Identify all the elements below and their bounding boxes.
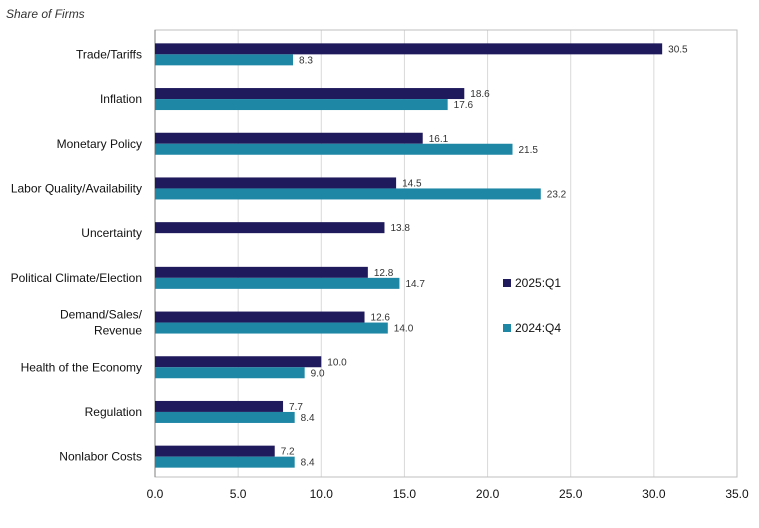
x-tick-label: 0.0 — [147, 487, 164, 501]
data-label: 9.0 — [311, 368, 325, 379]
bar — [155, 400, 284, 412]
legend: 2025:Q1 2024:Q4 — [503, 276, 561, 335]
data-label: 12.8 — [374, 268, 394, 279]
category-label: Revenue — [94, 324, 142, 338]
data-label: 10.0 — [327, 357, 347, 368]
data-labels: 30.5 8.3 18.617.6 16.1 21.5 14.5 23.2 13.8 12.8 1… — [281, 44, 688, 468]
legend-swatch — [503, 324, 511, 332]
data-label: 7.7 — [289, 402, 303, 413]
bar — [155, 456, 295, 468]
x-tick-label: 30.0 — [642, 487, 666, 501]
bar — [155, 177, 397, 189]
bar — [155, 411, 295, 423]
bar — [155, 143, 513, 155]
x-tick-label: 20.0 — [476, 487, 500, 501]
category-label: Labor Quality/Availability — [11, 181, 142, 195]
category-label: Demand/Sales/ — [60, 308, 143, 322]
data-label: 16.1 — [429, 134, 449, 145]
bar — [155, 277, 400, 289]
category-label: Trade/Tariffs — [76, 47, 142, 61]
legend-swatch — [503, 279, 511, 287]
bar — [155, 367, 305, 379]
data-label: 14.5 — [402, 178, 422, 189]
chart-subtitle: Share of Firms — [6, 7, 85, 21]
x-axis-ticks: 0.0 5.0 10.0 15.0 20.0 25.0 30.0 35.0 — [147, 487, 749, 501]
data-label: 18.6 — [470, 89, 490, 100]
data-label: 14.7 — [405, 279, 425, 290]
category-label: Monetary Policy — [57, 137, 142, 151]
data-label: 14.0 — [394, 324, 414, 335]
data-label: 21.5 — [519, 145, 539, 156]
data-label: 12.6 — [371, 313, 391, 324]
bar — [155, 222, 385, 234]
category-label: Nonlabor Costs — [59, 450, 142, 464]
category-label: Regulation — [85, 405, 142, 419]
category-label: Inflation — [100, 92, 142, 106]
data-label: 13.8 — [390, 223, 410, 234]
data-label: 17.6 — [454, 100, 474, 111]
bar — [155, 322, 388, 334]
category-labels: Trade/Tariffs Inflation Monetary Policy Lab… — [11, 47, 143, 463]
bar — [155, 311, 365, 323]
bar — [155, 99, 448, 111]
category-label: Health of the Economy — [21, 360, 142, 374]
data-label: 30.5 — [668, 44, 688, 55]
legend-label: 2025:Q1 — [515, 276, 561, 290]
x-tick-label: 25.0 — [559, 487, 583, 501]
bars — [155, 43, 663, 468]
data-label: 8.4 — [301, 413, 315, 424]
bar — [155, 43, 663, 55]
x-tick-label: 5.0 — [230, 487, 247, 501]
category-label: Political Climate/Election — [11, 271, 142, 285]
data-label: 8.3 — [299, 55, 313, 66]
data-label: 8.4 — [301, 458, 315, 469]
bar — [155, 132, 423, 144]
bar — [155, 54, 294, 66]
bar — [155, 445, 275, 457]
x-tick-label: 15.0 — [393, 487, 417, 501]
legend-label: 2024:Q4 — [515, 321, 561, 335]
bar — [155, 356, 322, 368]
bar — [155, 188, 541, 200]
data-label: 23.2 — [547, 189, 567, 200]
data-label: 7.2 — [281, 447, 295, 458]
bar — [155, 266, 368, 278]
x-tick-label: 35.0 — [725, 487, 749, 501]
bar — [155, 88, 465, 100]
category-label: Uncertainty — [81, 226, 142, 240]
x-tick-label: 10.0 — [310, 487, 334, 501]
